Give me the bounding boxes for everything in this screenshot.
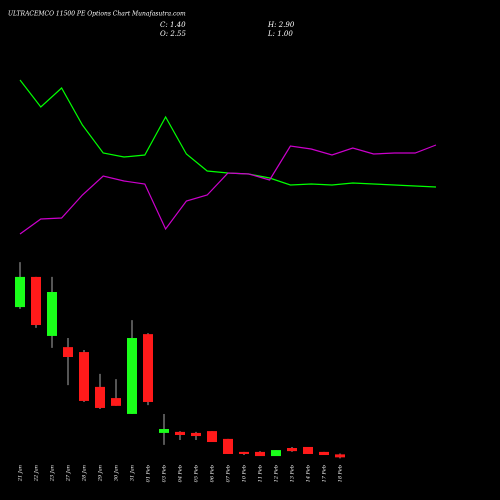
x-tick-label: 22 Jan bbox=[34, 465, 40, 482]
high-label: H: 2.90 bbox=[267, 21, 295, 29]
x-tick-label: 28 Jan bbox=[82, 465, 88, 482]
x-tick-label: 30 Jan bbox=[114, 465, 120, 481]
candle-body bbox=[303, 446, 313, 454]
x-tick-label: 04 Feb bbox=[178, 465, 184, 482]
candle-body bbox=[191, 432, 201, 437]
x-tick-label: 13 Feb bbox=[290, 465, 296, 482]
open-label: O: 2.55 bbox=[160, 30, 186, 38]
candle-body bbox=[255, 451, 265, 457]
candle-body bbox=[159, 429, 169, 433]
x-tick-label: 18 Feb bbox=[338, 465, 344, 482]
low-label: L: 1.00 bbox=[267, 30, 293, 38]
x-tick-label: 11 Feb bbox=[258, 465, 264, 482]
x-tick-label: 17 Feb bbox=[322, 465, 328, 482]
candle-body bbox=[223, 438, 233, 454]
candle-body bbox=[335, 454, 345, 458]
x-tick-label: 27 Jan bbox=[66, 465, 72, 482]
candle-body bbox=[207, 431, 217, 443]
candle-body bbox=[319, 451, 329, 456]
x-tick-label: 23 Jan bbox=[50, 465, 56, 482]
candle-body bbox=[63, 347, 73, 357]
candle-body bbox=[287, 448, 297, 452]
candle-body bbox=[239, 451, 249, 454]
candle-body bbox=[95, 386, 105, 408]
candle-body bbox=[31, 276, 41, 326]
x-tick-label: 07 Feb bbox=[226, 465, 232, 482]
candle-body bbox=[143, 334, 153, 402]
x-tick-label: 05 Feb bbox=[194, 465, 200, 482]
chart-title: ULTRACEMCO 11500 PE Options Chart Munafa… bbox=[8, 11, 186, 18]
x-tick-label: 12 Feb bbox=[274, 465, 280, 482]
candle-body bbox=[47, 292, 57, 336]
x-tick-label: 10 Feb bbox=[242, 465, 248, 482]
candle-body bbox=[111, 398, 121, 406]
candle-body bbox=[127, 338, 137, 414]
x-tick-label: 31 Jan bbox=[130, 465, 136, 481]
candle-body bbox=[271, 450, 281, 457]
x-tick-label: 29 Jan bbox=[98, 465, 104, 482]
candle-body bbox=[79, 352, 89, 401]
x-tick-label: 06 Feb bbox=[210, 465, 216, 482]
line-series bbox=[19, 144, 437, 235]
x-tick-label: 03 Feb bbox=[162, 465, 168, 482]
close-label: C: 1.40 bbox=[160, 21, 186, 29]
x-tick-label: 14 Feb bbox=[306, 465, 312, 482]
candle-body bbox=[15, 276, 25, 308]
x-tick-label: 21 Jan bbox=[18, 465, 24, 482]
x-tick-label: 01 Feb bbox=[146, 465, 152, 482]
candle-body bbox=[175, 431, 185, 435]
